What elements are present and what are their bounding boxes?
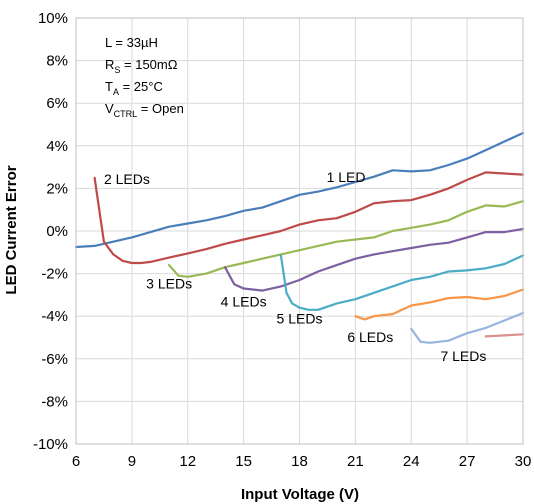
y-tick-label: -2%: [41, 266, 68, 283]
x-tick-label: 24: [403, 453, 420, 470]
param-ta: TA = 25°C: [105, 79, 163, 97]
y-tick-label: -4%: [41, 308, 68, 325]
param-rs-value: = 150mΩ: [120, 57, 177, 72]
x-tick-label: 27: [459, 453, 476, 470]
param-rs-sub: S: [114, 65, 120, 75]
series-line-3: [168, 200, 525, 278]
y-tick-label: -6%: [41, 351, 68, 368]
param-ta-main: T: [105, 79, 113, 94]
y-tick-label: 2%: [46, 180, 68, 197]
series-line-1: [74, 131, 525, 249]
x-tick-label: 30: [515, 453, 532, 470]
series-lines: [74, 131, 525, 344]
axes: 6 9 12 15 18 21 24 27 30 10% 8% 6% 4% 2% 0% -2% -4% -6% -8…: [33, 10, 531, 470]
y-tick-label: -8%: [41, 393, 68, 410]
plot-area-border: [75, 17, 524, 445]
series-line-8: [484, 333, 525, 338]
y-tick-label: 10%: [38, 10, 68, 27]
series-label: 6 LEDs: [347, 329, 393, 345]
param-ta-sub: A: [113, 87, 119, 97]
param-rs-main: R: [105, 57, 114, 72]
parameter-annotations: L = 33µH RS = 150mΩ TA = 25°C VCTRL = Op…: [105, 35, 184, 119]
param-ta-value: = 25°C: [119, 79, 163, 94]
param-inductor: L = 33µH: [105, 35, 158, 50]
x-tick-label: 6: [72, 453, 80, 470]
y-tick-label: 6%: [46, 95, 68, 112]
x-tick-label: 12: [179, 453, 196, 470]
series-line-4: [223, 227, 525, 292]
x-tick-label: 18: [291, 453, 308, 470]
param-vctrl-sub: CTRL: [114, 109, 138, 119]
param-vctrl-value: = Open: [137, 101, 184, 116]
series-label: 4 LEDs: [221, 294, 267, 310]
y-tick-label: 8%: [46, 53, 68, 70]
x-tick-label: 9: [128, 453, 136, 470]
series-label: 3 LEDs: [146, 276, 192, 292]
param-rs: RS = 150mΩ: [105, 57, 178, 75]
series-line-6: [354, 288, 525, 321]
series-line-5: [279, 254, 525, 311]
series-label: 1 LED: [327, 169, 366, 185]
series-label: 2 LEDs: [104, 171, 150, 187]
x-tick-label: 15: [235, 453, 252, 470]
series-line-2: [93, 171, 525, 265]
x-axis-title: Input Voltage (V): [241, 486, 359, 503]
param-vctrl-main: V: [105, 101, 114, 116]
y-tick-label: 0%: [46, 223, 68, 240]
y-tick-label: -10%: [33, 436, 68, 453]
y-tick-label: 4%: [46, 138, 68, 155]
param-vctrl: VCTRL = Open: [105, 101, 184, 119]
y-axis-title: LED Current Error: [3, 165, 20, 294]
series-labels: 1 LED 2 LEDs 3 LEDs 4 LEDs 5 LEDs 6 LEDs 7 LED…: [104, 169, 486, 364]
series-label: 7 LEDs: [440, 348, 486, 364]
series-label: 5 LEDs: [277, 311, 323, 327]
series-line-7: [410, 311, 525, 344]
x-tick-label: 21: [347, 453, 364, 470]
